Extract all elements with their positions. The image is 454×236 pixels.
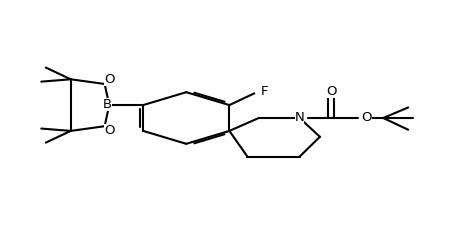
Text: F: F [261,84,268,97]
Text: B: B [102,98,112,111]
Text: O: O [326,85,336,98]
Text: O: O [104,73,114,86]
Text: O: O [104,124,114,137]
Text: N: N [295,111,305,124]
Text: O: O [361,111,372,124]
